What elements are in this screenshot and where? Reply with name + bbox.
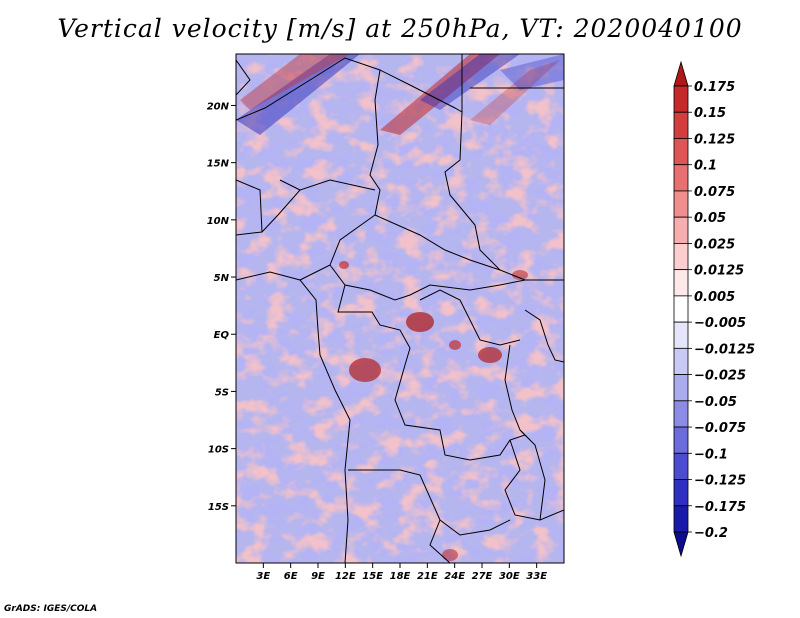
colorbar-label: −0.005 — [694, 316, 746, 331]
colorbar-swatch — [673, 216, 689, 244]
colorbar-label: 0.175 — [694, 80, 735, 95]
lon-tick-label: 30E — [499, 571, 520, 582]
lon-tick-label: 12E — [335, 571, 356, 582]
colorbar-swatch — [673, 190, 689, 218]
axis-ticks: 3E 6E 9E 12E 15E 18E 21E 24E 27E 30E 33E 20N 15N 10N 5… — [207, 101, 548, 582]
colorbar-label: −0.1 — [694, 447, 728, 462]
colorbar-swatch — [673, 321, 689, 349]
vertical-velocity-field — [236, 54, 564, 563]
colorbar-label: −0.175 — [694, 500, 746, 515]
lon-tick-label: 9E — [311, 571, 325, 582]
colorbar-label: −0.075 — [694, 421, 746, 436]
colorbar-label: 0.1 — [694, 159, 717, 174]
colorbar-label: 0.05 — [694, 211, 726, 226]
colorbar-swatch — [673, 426, 689, 454]
colorbar-label: 0.15 — [694, 106, 726, 121]
colorbar-label: −0.125 — [694, 474, 746, 489]
lon-tick-label: 6E — [284, 571, 298, 582]
lat-tick-label: 5S — [215, 387, 229, 398]
colorbar-label: 0.025 — [694, 237, 735, 252]
grads-credit: GrADS: IGES/COLA — [4, 604, 98, 614]
lat-tick-label: 20N — [207, 101, 230, 112]
lon-tick-label: 21E — [417, 571, 438, 582]
colorbar-label: −0.2 — [694, 526, 728, 541]
colorbar-label: 0.125 — [694, 132, 735, 147]
colorbar-swatch — [673, 452, 689, 480]
colorbar-upper-triangle — [673, 60, 689, 87]
colorbar-label: 0.005 — [694, 290, 735, 305]
lon-tick-label: 27E — [472, 571, 493, 582]
colorbar-swatch — [673, 243, 689, 271]
chart-title: Vertical velocity [m/s] at 250hPa, VT: 2… — [57, 14, 743, 43]
country-borders — [236, 54, 564, 563]
lon-tick-label: 15E — [362, 571, 383, 582]
colorbar-swatch — [673, 479, 689, 507]
colorbar-lower-triangle — [673, 531, 689, 558]
lat-tick-label: 10S — [208, 445, 229, 456]
colorbar: 0.175 0.15 0.125 0.1 0.075 0.05 0.025 0.0125 0.0… — [673, 60, 755, 558]
lat-tick-label: EQ — [214, 330, 230, 341]
lat-tick-label: 5N — [214, 273, 230, 284]
colorbar-swatch — [673, 138, 689, 166]
lat-tick-label: 15N — [207, 159, 230, 170]
colorbar-label: 0.075 — [694, 185, 735, 200]
lon-tick-label: 24E — [444, 571, 465, 582]
colorbar-swatch — [673, 505, 689, 533]
lon-tick-label: 33E — [526, 571, 547, 582]
colorbar-swatch — [673, 85, 689, 113]
colorbar-swatch — [673, 400, 689, 428]
colorbar-swatch — [673, 111, 689, 139]
lat-tick-label: 15S — [208, 502, 229, 513]
colorbar-label: 0.0125 — [694, 264, 744, 279]
colorbar-swatch — [673, 347, 689, 375]
lat-tick-label: 10N — [207, 216, 230, 227]
colorbar-swatch — [673, 295, 689, 323]
lon-tick-label: 18E — [390, 571, 411, 582]
colorbar-swatch — [673, 374, 689, 402]
colorbar-label: −0.05 — [694, 395, 737, 410]
colorbar-label: −0.025 — [694, 369, 746, 384]
colorbar-swatch — [673, 269, 689, 297]
colorbar-swatch — [673, 164, 689, 192]
lon-tick-label: 3E — [256, 571, 270, 582]
colorbar-label: −0.0125 — [694, 342, 755, 357]
